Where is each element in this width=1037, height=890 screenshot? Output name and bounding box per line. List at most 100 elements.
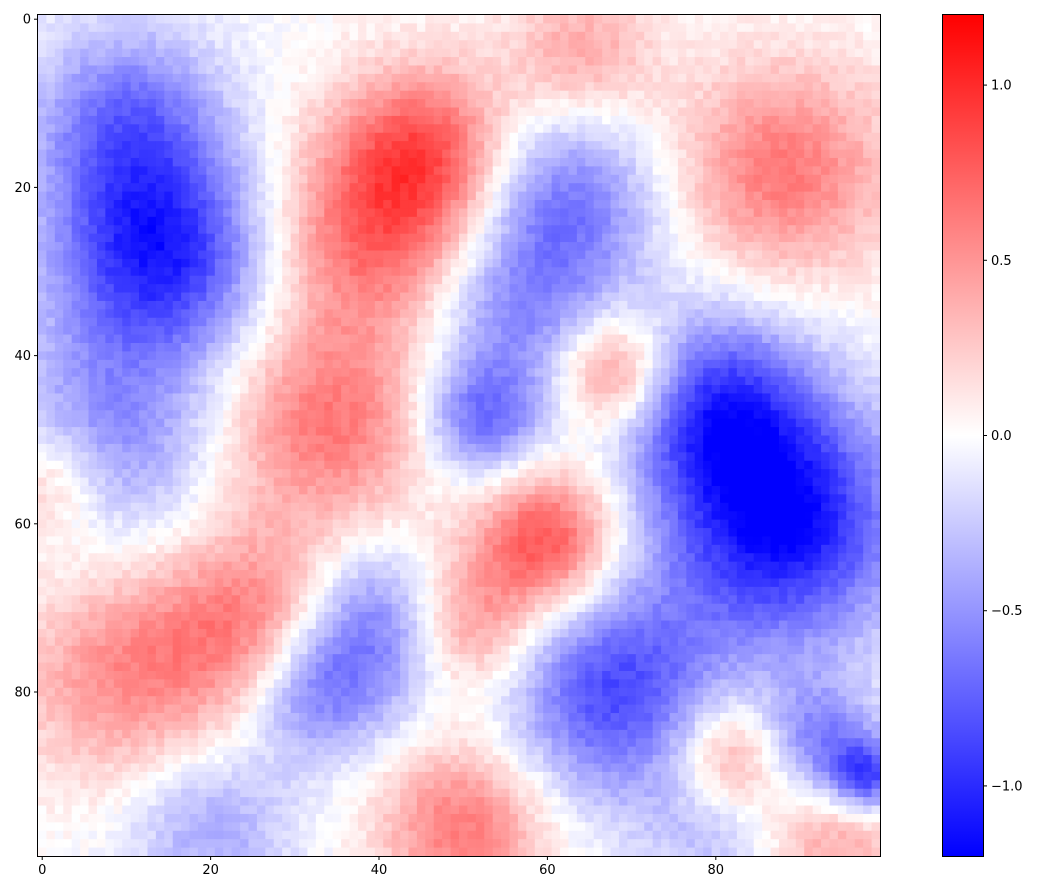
heatmap-cell <box>661 385 671 395</box>
heatmap-cell <box>863 208 873 218</box>
heatmap-cell <box>374 233 384 243</box>
heatmap-cell <box>703 149 713 159</box>
heatmap-cell <box>846 300 856 310</box>
heatmap-cell <box>332 427 342 437</box>
heatmap-cell <box>661 401 671 411</box>
heatmap-cell <box>299 368 309 378</box>
heatmap-cell <box>341 242 351 252</box>
heatmap-cell <box>248 334 258 344</box>
heatmap-cell <box>602 351 612 361</box>
heatmap-cell <box>526 401 536 411</box>
heatmap-cell <box>189 267 199 277</box>
heatmap-cell <box>517 191 527 201</box>
heatmap-cell <box>433 124 443 134</box>
heatmap-cell <box>324 410 334 420</box>
heatmap-cell <box>282 73 292 83</box>
heatmap-cell <box>273 427 283 437</box>
heatmap-cell <box>105 200 115 210</box>
heatmap-cell <box>357 166 367 176</box>
heatmap-cell <box>442 284 452 294</box>
heatmap-cell <box>627 124 637 134</box>
heatmap-cell <box>812 99 822 109</box>
heatmap-cell <box>661 317 671 327</box>
heatmap-cell <box>677 393 687 403</box>
heatmap-cell <box>728 132 738 142</box>
heatmap-cell <box>324 258 334 268</box>
heatmap-cell <box>341 418 351 428</box>
heatmap-cell <box>248 267 258 277</box>
heatmap-cell <box>854 284 864 294</box>
heatmap-cell <box>475 393 485 403</box>
heatmap-cell <box>509 393 519 403</box>
heatmap-cell <box>517 225 527 235</box>
heatmap-cell <box>349 393 359 403</box>
heatmap-cell <box>105 48 115 58</box>
heatmap-cell <box>240 376 250 386</box>
heatmap-cell <box>88 250 98 260</box>
heatmap-cell <box>105 124 115 134</box>
heatmap-cell <box>484 410 494 420</box>
heatmap-cell <box>551 250 561 260</box>
heatmap-cell <box>256 250 266 260</box>
heatmap-cell <box>366 99 376 109</box>
heatmap-cell <box>534 225 544 235</box>
heatmap-cell <box>593 40 603 50</box>
heatmap-cell <box>105 359 115 369</box>
heatmap-cell <box>139 174 149 184</box>
heatmap-cell <box>206 401 216 411</box>
heatmap-cell <box>846 200 856 210</box>
heatmap-cell <box>475 410 485 420</box>
heatmap-cell <box>475 284 485 294</box>
heatmap-cell <box>509 183 519 193</box>
heatmap-cell <box>231 200 241 210</box>
heatmap-cell <box>492 233 502 243</box>
heatmap-cell <box>703 393 713 403</box>
heatmap-cell <box>677 73 687 83</box>
heatmap-cell <box>551 107 561 117</box>
heatmap-cell <box>38 191 48 201</box>
heatmap-cell <box>686 385 696 395</box>
heatmap-cell <box>96 351 106 361</box>
heatmap-cell <box>602 292 612 302</box>
heatmap-cell <box>627 23 637 33</box>
heatmap-cell <box>391 191 401 201</box>
heatmap-cell <box>593 166 603 176</box>
heatmap-cell <box>863 124 873 134</box>
heatmap-cell <box>787 242 797 252</box>
heatmap-cell <box>534 73 544 83</box>
heatmap-cell <box>787 351 797 361</box>
heatmap-cell <box>677 427 687 437</box>
heatmap-cell <box>400 233 410 243</box>
heatmap-cell <box>324 233 334 243</box>
heatmap-cell <box>509 107 519 117</box>
heatmap-cell <box>517 73 527 83</box>
heatmap-cell <box>871 166 881 176</box>
heatmap-cell <box>821 317 831 327</box>
heatmap-cell <box>63 317 73 327</box>
heatmap-cell <box>172 174 182 184</box>
heatmap-cell <box>593 427 603 437</box>
heatmap-cell <box>80 401 90 411</box>
heatmap-cell <box>71 124 81 134</box>
heatmap-cell <box>736 157 746 167</box>
heatmap-cell <box>130 191 140 201</box>
heatmap-cell <box>627 359 637 369</box>
heatmap-cell <box>602 300 612 310</box>
heatmap-cell <box>602 401 612 411</box>
heatmap-cell <box>812 23 822 33</box>
heatmap-cell <box>113 317 123 327</box>
heatmap-cell <box>155 107 165 117</box>
heatmap-cell <box>383 82 393 92</box>
heatmap-cell <box>54 334 64 344</box>
heatmap-cell <box>467 107 477 117</box>
heatmap-cell <box>240 242 250 252</box>
heatmap-cell <box>383 115 393 125</box>
heatmap-cell <box>871 233 881 243</box>
heatmap-cell <box>282 65 292 75</box>
heatmap-cell <box>804 73 814 83</box>
heatmap-cell <box>526 31 536 41</box>
heatmap-cell <box>172 99 182 109</box>
heatmap-cell <box>214 183 224 193</box>
heatmap-cell <box>551 376 561 386</box>
heatmap-cell <box>635 284 645 294</box>
